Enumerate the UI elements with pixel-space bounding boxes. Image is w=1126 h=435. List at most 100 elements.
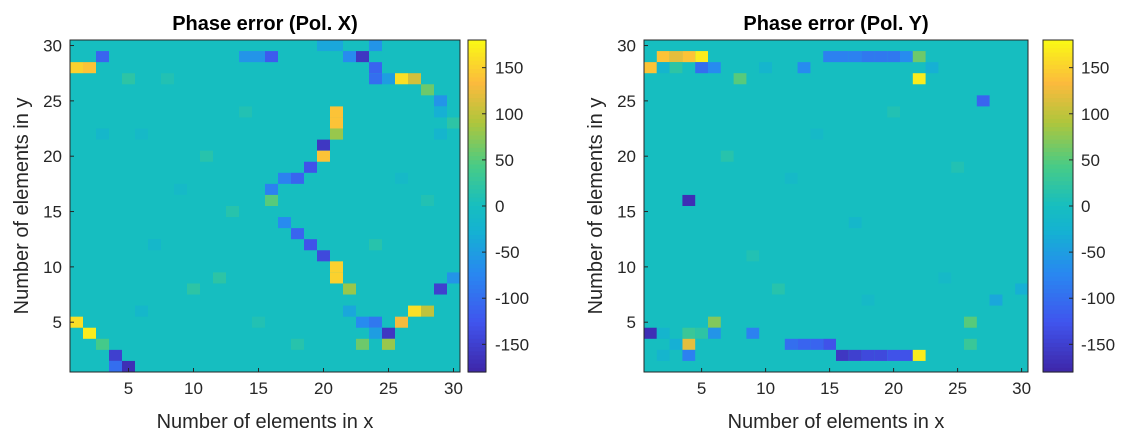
heatmap-cell [772, 283, 785, 295]
colorbar-tick-label: -150 [495, 335, 529, 354]
colorbar-segment [1043, 114, 1073, 120]
heatmap-cell [408, 305, 421, 317]
colorbar-segment [468, 152, 486, 157]
colorbar-segment [1043, 347, 1073, 352]
heatmap-cell [122, 73, 135, 85]
heatmap-cell [382, 73, 395, 85]
colorbar-segment [468, 123, 486, 128]
x-tick-label: 20 [314, 379, 333, 398]
heatmap-cell [369, 316, 382, 328]
colorbar-segment [468, 56, 486, 62]
heatmap-cell [434, 106, 447, 118]
colorbar-segment [468, 226, 486, 232]
colorbar-segment [468, 164, 486, 170]
heatmap-cell [239, 51, 252, 63]
heatmap-cell [720, 150, 734, 162]
heatmap-cell [70, 316, 83, 328]
x-tick-label: 15 [820, 379, 839, 398]
colorbar-tick-label: 100 [1081, 105, 1109, 124]
colorbar-segment [1043, 160, 1073, 166]
heatmap-cell [669, 62, 683, 74]
colorbar-segment [1043, 235, 1073, 240]
y-tick-label: 5 [53, 313, 62, 332]
heatmap-cell [265, 51, 278, 63]
heatmap-cell [239, 106, 252, 118]
colorbar-segment [468, 272, 486, 278]
colorbar-segment [468, 247, 486, 253]
colorbar-segment [468, 347, 486, 352]
colorbar-segment [1043, 218, 1073, 224]
colorbar-segment [1043, 147, 1073, 153]
axes-frame [643, 39, 1029, 373]
colorbar-segment [468, 160, 486, 166]
colorbar-segment [1043, 359, 1073, 365]
colorbar-segment [1043, 272, 1073, 278]
heatmap-cell [148, 239, 161, 251]
y-tick-label: 10 [617, 258, 636, 277]
heatmap-cell [252, 316, 265, 328]
colorbar-segment [1043, 168, 1073, 174]
x-tick-label: 15 [249, 379, 268, 398]
colorbar-segment [1043, 181, 1073, 186]
colorbar-segment [1043, 334, 1073, 340]
y-tick-label: 20 [43, 147, 62, 166]
colorbar-segment [468, 98, 486, 103]
colorbar-segment [1043, 193, 1073, 199]
colorbar-segment [468, 301, 486, 307]
colorbar-segment [1043, 297, 1073, 303]
colorbar-segment [1043, 127, 1073, 132]
colorbar-segment [1043, 293, 1073, 298]
colorbar-segment [1043, 56, 1073, 62]
colorbar-segment [468, 222, 486, 228]
chart-title: Phase error (Pol. X) [172, 13, 358, 35]
colorbar-tick-label: -50 [495, 243, 520, 262]
colorbar-segment [468, 280, 486, 286]
heatmap-cell [759, 62, 772, 74]
heatmap-cell [317, 150, 330, 162]
colorbar-segment [468, 214, 486, 220]
colorbar-segment [1043, 135, 1073, 141]
heatmap-cell [343, 51, 356, 63]
heatmap-cell [836, 349, 849, 361]
colorbar-segment [468, 89, 486, 95]
heatmap-cell [912, 349, 926, 361]
heatmap-cell [317, 139, 330, 151]
heatmap-cell [252, 51, 265, 63]
colorbar-segment [468, 48, 486, 54]
heatmap-cell [810, 338, 824, 350]
heatmap-cell [797, 338, 811, 350]
colorbar-tick-label: 50 [495, 151, 514, 170]
colorbar-segment [1043, 189, 1073, 195]
heatmap-cell [278, 172, 291, 184]
colorbar-tick-label: 150 [495, 59, 523, 78]
heatmap-cell [682, 51, 696, 63]
colorbar-segment [468, 243, 486, 249]
colorbar-segment [468, 189, 486, 195]
colorbar-segment [1043, 123, 1073, 128]
colorbar-segment [1043, 206, 1073, 211]
heatmap-cell [434, 128, 447, 140]
heatmap-cell [395, 316, 408, 328]
colorbar-segment [1043, 40, 1073, 45]
x-tick-label: 5 [124, 379, 133, 398]
colorbar-segment [468, 230, 486, 236]
heatmap-cell [96, 338, 109, 350]
heatmap-cell [330, 40, 343, 52]
y-tick-label: 15 [43, 203, 62, 222]
colorbar-segment [1043, 351, 1073, 356]
colorbar-segment [468, 201, 486, 207]
heatmap-cell [213, 272, 226, 284]
colorbar-segment [468, 197, 486, 203]
colorbar-segment [468, 334, 486, 340]
heatmap-cell [356, 316, 369, 328]
y-tick-label: 30 [617, 37, 636, 56]
colorbar-segment [1043, 69, 1073, 74]
colorbar-segment [468, 193, 486, 199]
colorbar-segment [468, 156, 486, 161]
heatmap-cell [304, 161, 317, 173]
heatmap-cell [421, 194, 434, 206]
heatmap-cell [291, 172, 304, 184]
heatmap-cell [330, 106, 343, 118]
colorbar-segment [468, 181, 486, 186]
colorbar-segment [1043, 259, 1073, 265]
